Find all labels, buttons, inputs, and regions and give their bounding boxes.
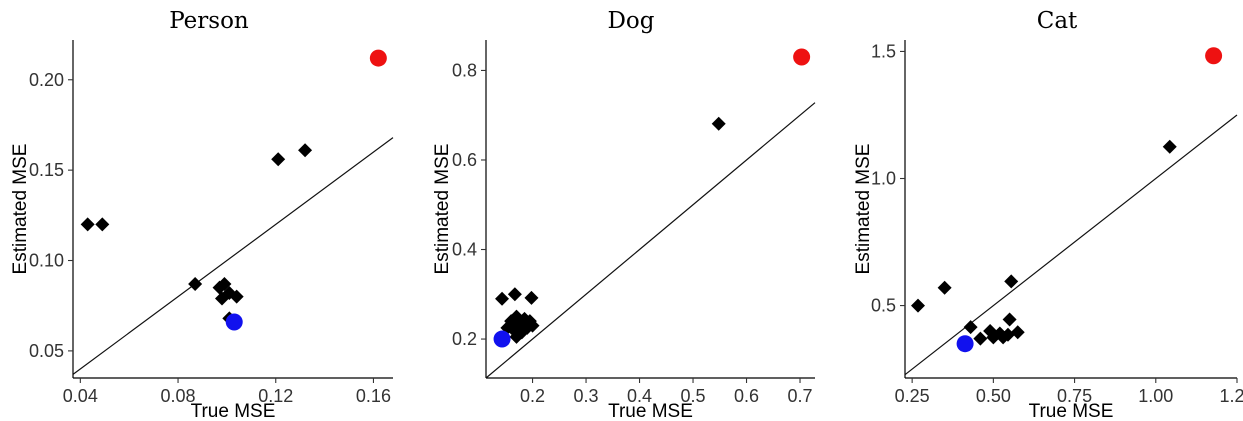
dog-y-tick-label: 0.2 (452, 329, 477, 349)
dog-x-tick-label: 0.4 (627, 386, 652, 406)
cat-reference-line (904, 114, 1238, 376)
person-y-tick-label: 0.15 (29, 160, 64, 180)
person-x-tick-label: 0.08 (161, 386, 196, 406)
cat-data-point (1162, 139, 1177, 154)
cat-x-tick-label: 1.25 (1219, 386, 1243, 406)
dog-panel: Dog True MSE Estimated MSE 0.2 0.3 0.4 0.5 0… (432, 8, 816, 421)
cat-data-point (1000, 327, 1015, 342)
dog-x-tick-label: 0.7 (788, 386, 813, 406)
person-panel-title: Person (169, 8, 249, 34)
cat-data-point (910, 298, 925, 313)
dog-blue-point (493, 330, 511, 348)
person-y-tick-label: 0.05 (29, 341, 64, 361)
dog-x-tick-label: 0.5 (681, 386, 706, 406)
dog-data-point (495, 291, 510, 306)
dog-panel-title: Dog (607, 8, 654, 34)
dog-data-point (509, 329, 524, 344)
cat-y-tick-label: 1.0 (871, 169, 896, 189)
cat-blue-point (956, 335, 974, 353)
cat-x-axis-label: True MSE (1029, 401, 1114, 421)
person-x-tick-label: 0.16 (356, 386, 391, 406)
person-data-point (95, 217, 110, 232)
person-x-tick-label: 0.12 (258, 386, 293, 406)
dog-x-tick-label: 0.3 (574, 386, 599, 406)
person-y-tick-label: 0.10 (29, 251, 64, 271)
dog-data-point (711, 116, 726, 131)
cat-x-tick-label: 0.75 (1057, 386, 1092, 406)
cat-panel: Cat True MSE Estimated MSE 0.25 0.50 0.75 1… (853, 8, 1243, 421)
person-panel: Person True MSE Estimated MSE 0.04 0.08 0.… (10, 8, 394, 421)
dog-x-tick-label: 0.6 (734, 386, 759, 406)
person-data-point (271, 152, 286, 167)
cat-x-tick-label: 1.00 (1138, 386, 1173, 406)
cat-data-point (1004, 274, 1019, 289)
person-data-point (298, 143, 313, 158)
person-data-point (188, 277, 203, 292)
dog-y-axis-label: Estimated MSE (432, 144, 453, 275)
person-red-point (369, 49, 387, 67)
person-reference-line (72, 137, 394, 375)
cat-y-tick-label: 1.5 (871, 41, 896, 61)
dog-y-tick-label: 0.4 (452, 240, 477, 260)
person-y-axis-label: Estimated MSE (10, 144, 31, 275)
dog-y-tick-label: 0.8 (452, 60, 477, 80)
cat-data-point (1010, 325, 1025, 340)
cat-panel-title: Cat (1037, 8, 1078, 34)
cat-x-tick-label: 0.25 (895, 386, 930, 406)
dog-x-tick-label: 0.2 (520, 386, 545, 406)
dog-data-point (507, 287, 522, 302)
person-x-tick-label: 0.04 (63, 386, 98, 406)
dog-data-point (524, 290, 539, 305)
person-blue-point (225, 313, 243, 331)
cat-red-point (1205, 47, 1223, 65)
person-data-point (80, 217, 95, 232)
dog-x-axis-label: True MSE (608, 401, 693, 421)
person-data-point (229, 289, 244, 304)
cat-data-point (963, 320, 978, 335)
cat-x-tick-label: 0.50 (976, 386, 1011, 406)
cat-data-point (1002, 312, 1017, 327)
dog-red-point (793, 48, 811, 66)
cat-y-axis-label: Estimated MSE (853, 144, 874, 275)
dog-y-tick-label: 0.6 (452, 150, 477, 170)
person-y-tick-label: 0.20 (29, 70, 64, 90)
dog-data-point (525, 318, 540, 333)
cat-data-point (937, 280, 952, 295)
person-x-axis-label: True MSE (191, 401, 276, 421)
dog-reference-line (485, 102, 816, 379)
cat-y-tick-label: 0.5 (871, 296, 896, 316)
cat-data-point (973, 331, 988, 346)
